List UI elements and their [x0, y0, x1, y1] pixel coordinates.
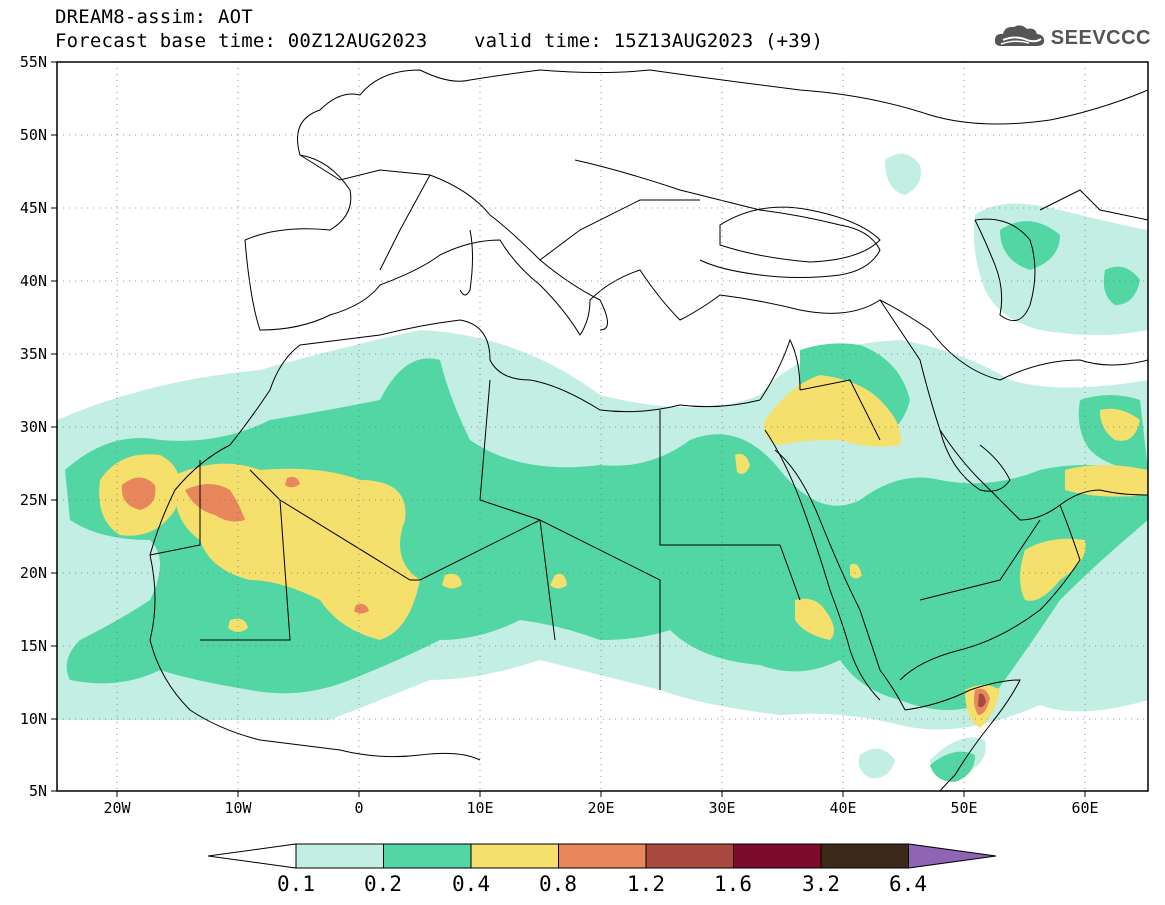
lon-label: 10E	[466, 799, 493, 817]
colorbar-segment	[383, 843, 472, 869]
longitude-labels: 20W 10W 0 10E 20E 30E 40E 50E 60E	[103, 799, 1098, 817]
colorbar-segment	[470, 843, 559, 869]
colorbar-arrow-high	[908, 843, 997, 869]
colorbar-label: 0.1	[277, 872, 315, 896]
lat-label: 15N	[20, 637, 47, 655]
lat-label: 5N	[29, 782, 47, 800]
lat-label: 55N	[20, 53, 47, 71]
aot-fields	[57, 153, 1148, 782]
lat-label: 25N	[20, 491, 47, 509]
lon-label: 50E	[950, 799, 977, 817]
lon-label: 20E	[587, 799, 614, 817]
lat-label: 35N	[20, 345, 47, 363]
aot-band-1.2	[978, 693, 986, 708]
coastlines-borders	[149, 69, 1148, 791]
colorbar-label: 3.2	[802, 872, 840, 896]
lon-label: 30E	[708, 799, 735, 817]
lon-label: 10W	[224, 799, 252, 817]
cloud-icon	[993, 22, 1047, 54]
lon-label: 60E	[1071, 799, 1098, 817]
colorbar-segment	[645, 843, 734, 869]
lat-label: 30N	[20, 418, 47, 436]
lon-label: 20W	[103, 799, 131, 817]
colorbar-label: 0.2	[364, 872, 402, 896]
colorbar-segment	[295, 843, 384, 869]
colorbar-segment	[820, 843, 909, 869]
colorbar	[207, 843, 997, 869]
forecast-time-line: Forecast base time: 00Z12AUG2023 valid t…	[55, 30, 824, 52]
lat-label: 10N	[20, 710, 47, 728]
lat-label: 40N	[20, 272, 47, 290]
lon-label: 40E	[829, 799, 856, 817]
lat-label: 45N	[20, 199, 47, 217]
colorbar-arrow-low	[207, 843, 297, 869]
colorbar-label: 1.6	[714, 872, 752, 896]
lat-label: 50N	[20, 126, 47, 144]
colorbar-label: 6.4	[889, 872, 927, 896]
latitude-labels: 55N 50N 45N 40N 35N 30N 25N 20N 15N 10N …	[20, 53, 47, 800]
lat-label: 20N	[20, 564, 47, 582]
colorbar-label: 0.4	[452, 872, 490, 896]
seevccc-logo: SEEVCCC	[993, 22, 1151, 54]
colorbar-segment	[733, 843, 822, 869]
logo-text: SEEVCCC	[1050, 26, 1151, 49]
axis-ticks	[51, 61, 1086, 797]
map-title: DREAM8-assim: AOT	[55, 6, 253, 28]
lon-label: 0	[354, 799, 363, 817]
colorbar-segment	[558, 843, 647, 869]
colorbar-label: 1.2	[627, 872, 665, 896]
colorbar-label: 0.8	[539, 872, 577, 896]
